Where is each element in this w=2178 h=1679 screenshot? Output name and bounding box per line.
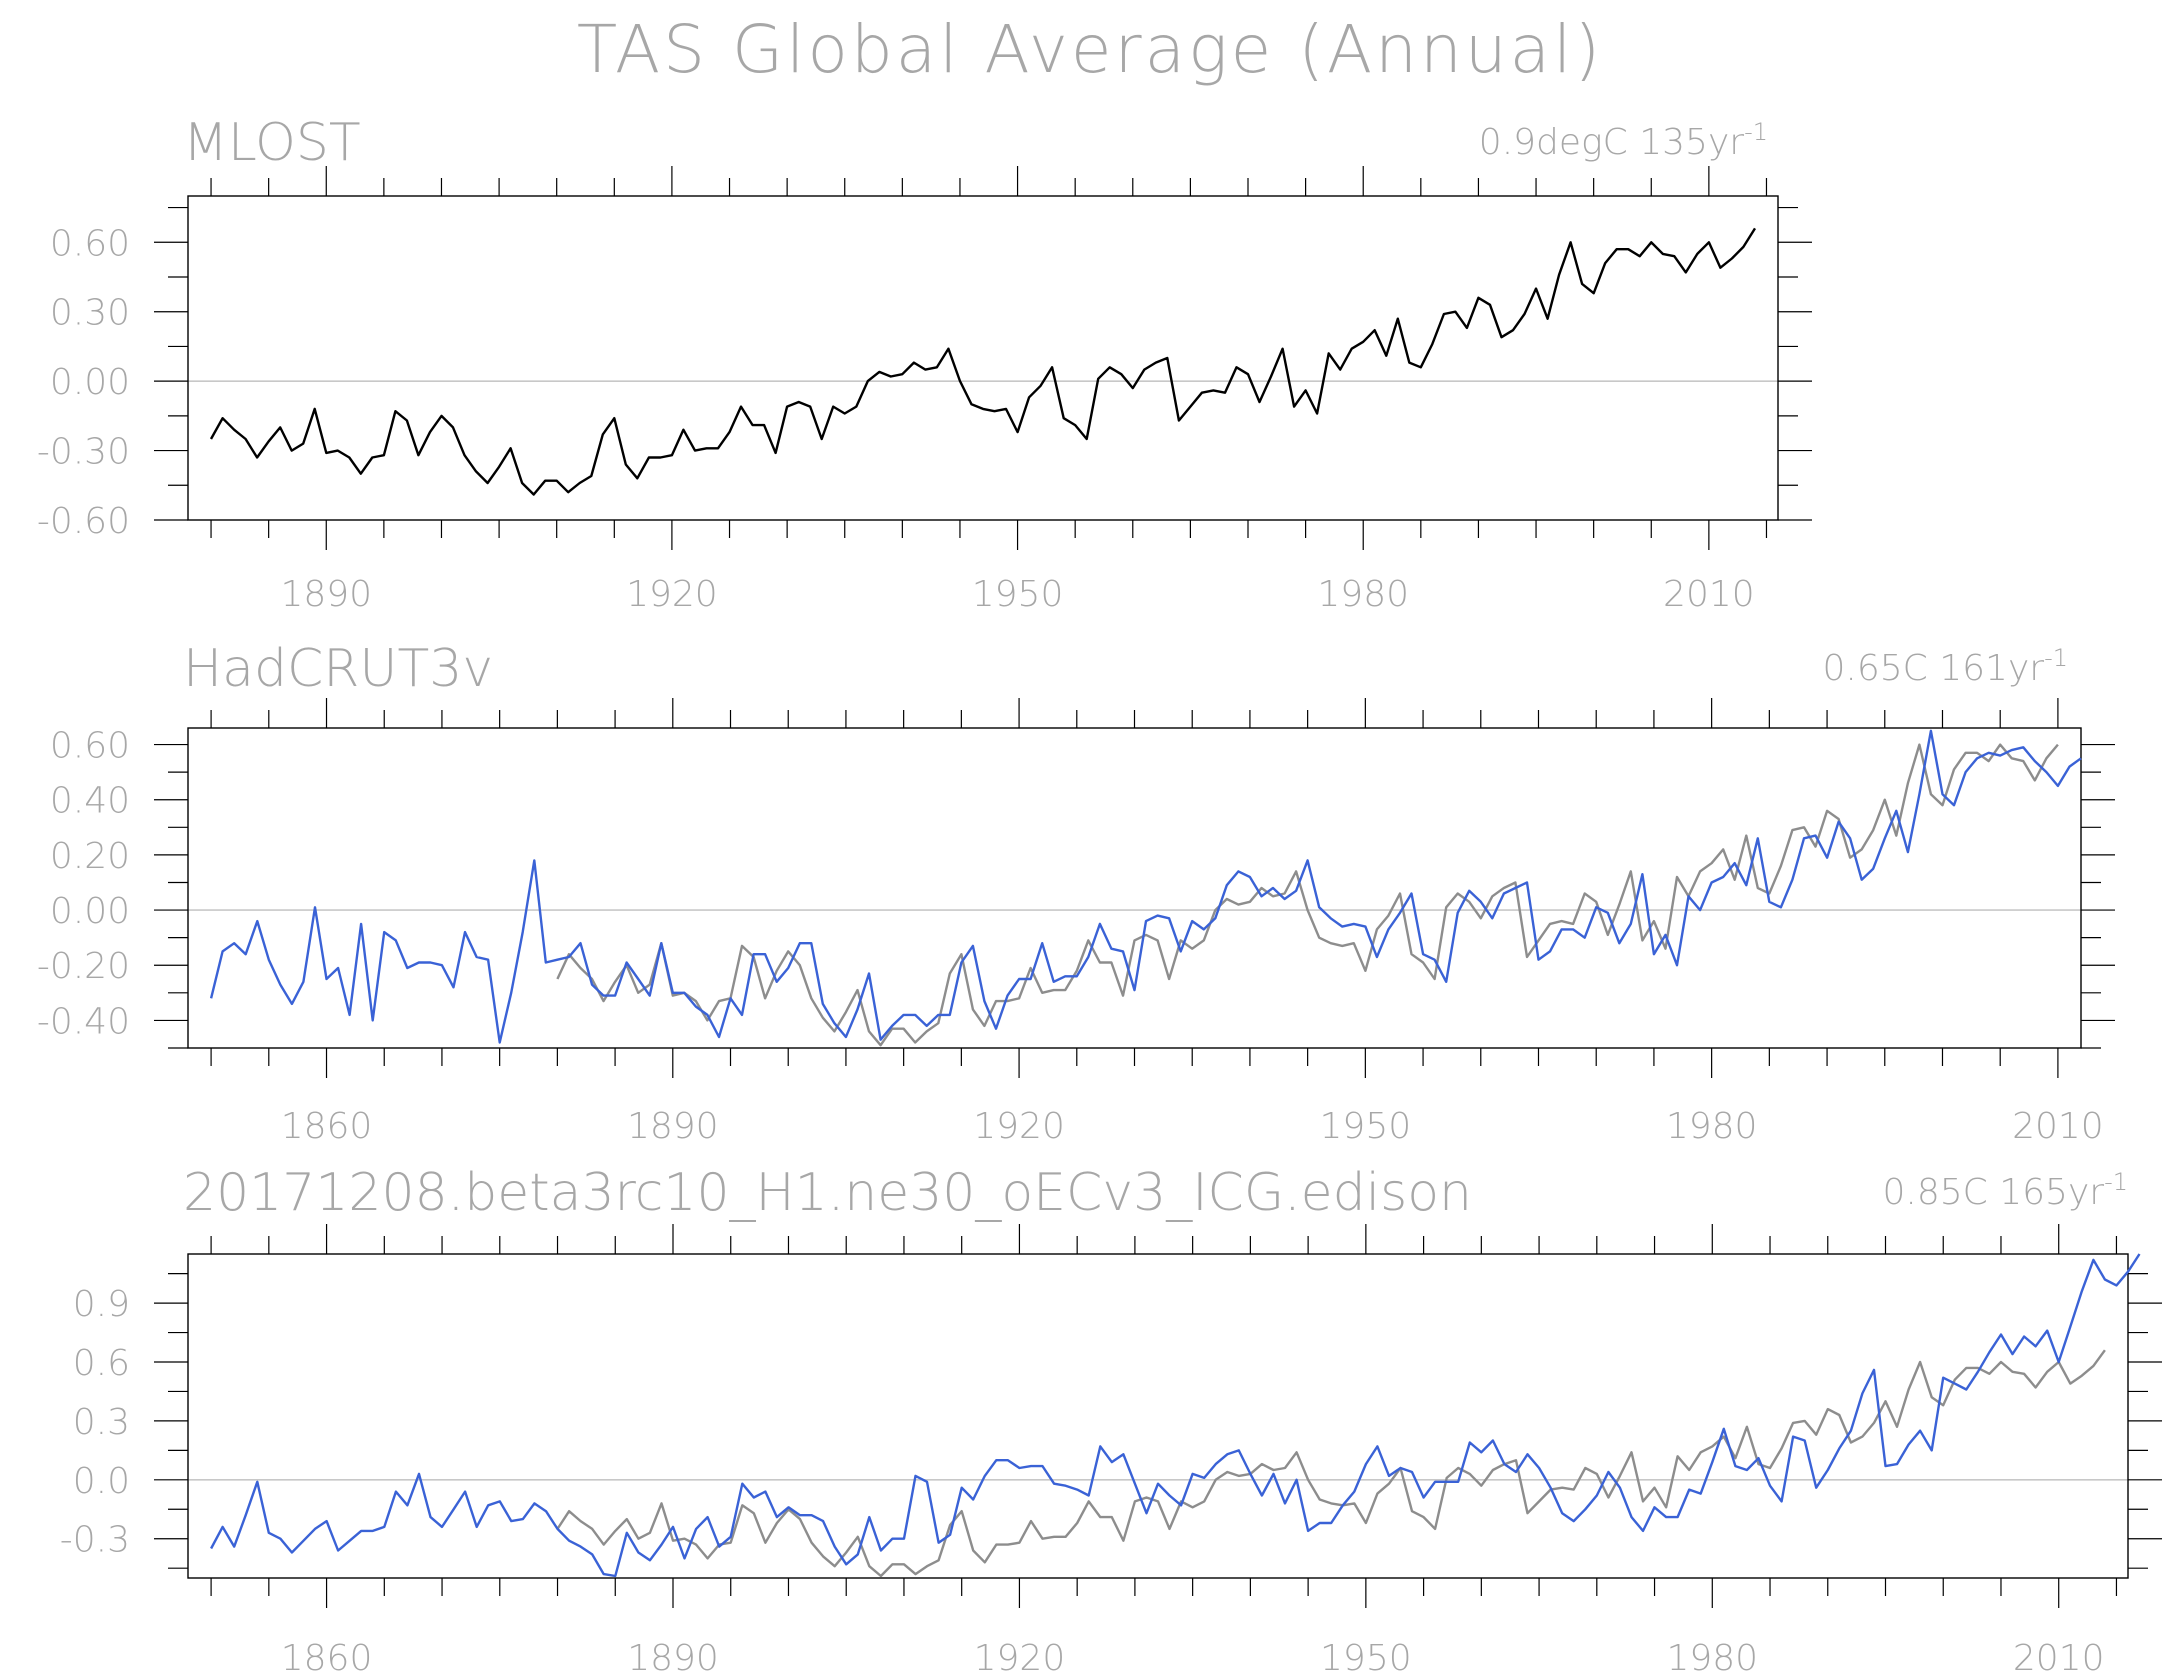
panel-title: 20171208.beta3rc10_H1.ne30_oECv3_ICG.edi… [183,1163,1472,1223]
series-line-1 [556,743,2059,1047]
series-line-2 [209,729,2082,1044]
series-line-2 [210,1253,2141,1578]
y-tick-label: 0.60 [50,223,130,264]
x-tick-label: 1950 [1320,1638,1412,1679]
figure-title: TAS Global Average (Annual) [577,11,1603,88]
chart-panel-2: HadCRUT3v 0.65C 161yr-1 -0.40 -0.20 0.00 0.20… [37,639,2115,1147]
y-tick-label: -0.40 [37,1001,130,1042]
y-tick-label: 0.3 [73,1402,130,1443]
y-tick-label: 0.6 [73,1343,130,1384]
plot-frame [187,195,1779,521]
plot-frame [187,1253,2129,1579]
y-tick-label: 0.30 [50,293,130,334]
x-tick-label: 1920 [974,1638,1066,1679]
x-tick-label: 2010 [2012,1106,2104,1147]
trend-label: 0.85C 165yr-1 [1883,1168,2129,1213]
y-tick-label: -0.60 [37,501,130,542]
chart-panel-1: MLOST 0.9degC 135yr-1 -0.60 -0.30 0.00 0.30 0.… [37,113,1812,615]
x-tick-label: 1950 [1320,1106,1412,1147]
y-tick-label: 0.00 [50,362,130,403]
x-tick-label: 2010 [2013,1638,2105,1679]
panel-title: HadCRUT3v [183,639,493,699]
x-tick-label: 1860 [281,1106,373,1147]
x-tick-label: 1920 [626,574,718,615]
trend-label: 0.9degC 135yr-1 [1479,118,1768,163]
x-tick-label: 1980 [1317,574,1409,615]
y-tick-label: -0.30 [37,432,130,473]
trend-label: 0.65C 161yr-1 [1823,644,2069,689]
x-tick-label: 1860 [281,1638,373,1679]
x-tick-label: 1950 [972,574,1064,615]
series-line-1 [556,1349,2106,1578]
series-line-1 [209,227,1757,496]
y-tick-label: 0.60 [50,726,130,767]
chart-panel-3: 20171208.beta3rc10_H1.ne30_oECv3_ICG.edi… [60,1163,2162,1679]
y-tick-label: -0.20 [37,946,130,987]
y-tick-label: 0.9 [73,1284,130,1325]
y-tick-label: 0.20 [50,836,130,877]
y-tick-label: 0.00 [50,891,130,932]
x-tick-label: 1890 [627,1638,719,1679]
x-tick-label: 1980 [1666,1106,1758,1147]
x-tick-label: 1980 [1666,1638,1758,1679]
x-tick-label: 1920 [973,1106,1065,1147]
y-tick-label: -0.3 [60,1520,130,1561]
panels: MLOST 0.9degC 135yr-1 -0.60 -0.30 0.00 0.30 0.… [37,113,2162,1679]
x-tick-label: 2010 [1663,574,1755,615]
x-tick-label: 1890 [280,574,372,615]
y-tick-label: 0.40 [50,781,130,822]
panel-title: MLOST [183,113,361,173]
plot-frame [187,727,2082,1049]
x-tick-label: 1890 [627,1106,719,1147]
y-tick-label: 0.0 [73,1461,130,1502]
